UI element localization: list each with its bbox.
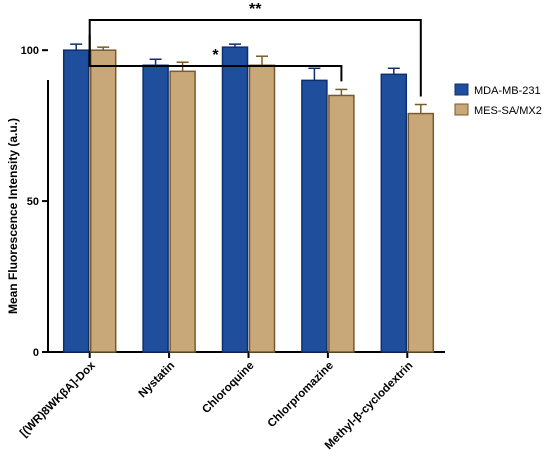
x-tick-label: Chloroquine (200, 360, 256, 416)
x-tick-label: Chlorpromazine (266, 360, 336, 430)
legend-label: MDA-MB-231 (474, 85, 541, 97)
significance-bracket (88, 19, 422, 97)
bar (301, 79, 328, 353)
y-tick-label: 50 (27, 196, 39, 208)
significance-brackets: *** (88, 1, 422, 97)
bar (407, 112, 435, 353)
y-tick-label: 0 (33, 347, 39, 359)
bar (328, 94, 355, 353)
y-axis-label: Mean Fluorescence Intensity (a.u.) (6, 118, 20, 314)
bar (248, 64, 276, 353)
y-tick-label: 100 (21, 45, 39, 57)
legend: MDA-MB-231 MES-SA/MX2 (454, 83, 542, 117)
bar (221, 46, 249, 353)
x-tick-label: Methyl-β-cyclodextrin (323, 360, 416, 453)
bar (62, 49, 90, 353)
legend-label: MES-SA/MX2 (474, 105, 542, 117)
bar (169, 70, 196, 353)
legend-swatch (454, 83, 469, 96)
significance-label: * (212, 47, 219, 64)
significance-bracket (88, 34, 343, 82)
bar (380, 73, 408, 353)
bar (142, 64, 169, 353)
x-tick-label: [(WR)8WKβA]-Dox (18, 359, 98, 439)
legend-swatch (454, 103, 469, 116)
bar (89, 49, 117, 353)
x-tick-label: Nystatin (137, 360, 178, 401)
bars (62, 43, 435, 353)
significance-label: ** (249, 1, 262, 18)
